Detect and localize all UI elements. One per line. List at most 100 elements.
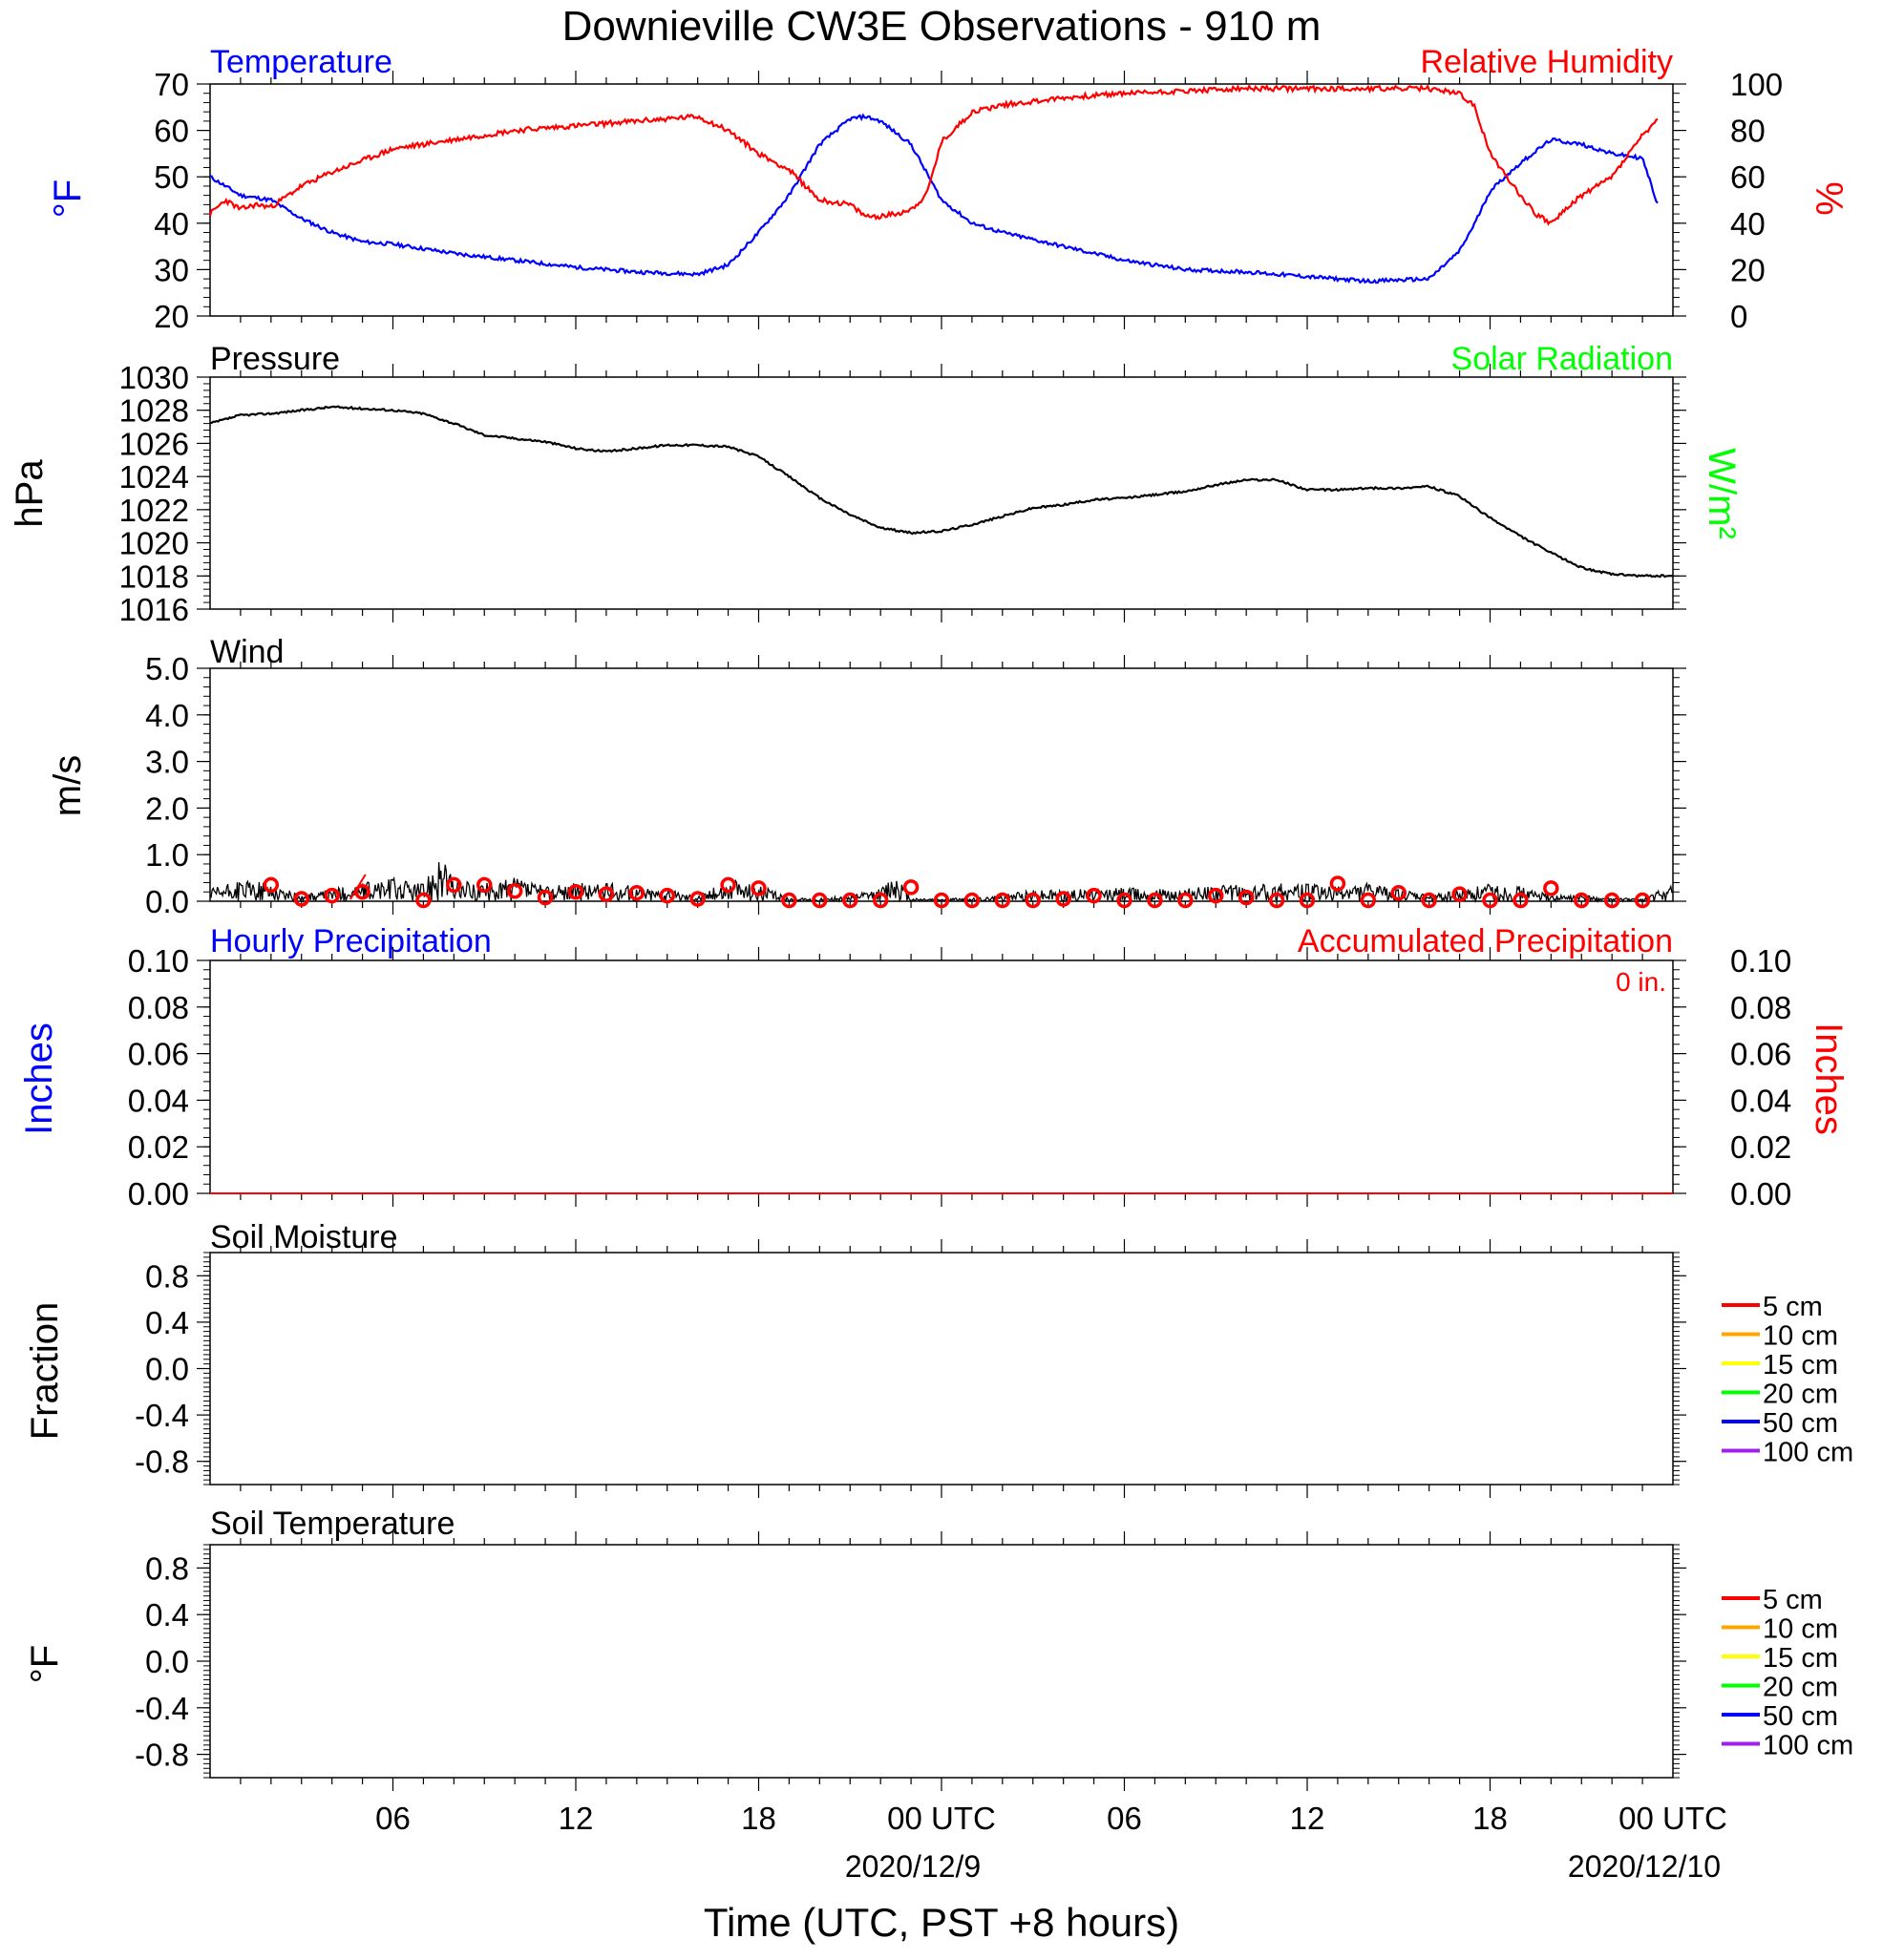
wind-marker (1086, 887, 1102, 904)
legend-label-50cm: 50 cm (1763, 1701, 1838, 1732)
precip-ytick-label-right: 0.06 (1730, 1037, 1791, 1072)
wind-marker (720, 876, 736, 894)
legend-label-5cm: 5 cm (1763, 1585, 1823, 1615)
wind-marker (1025, 892, 1041, 909)
soil_temp-ytick-label: 0.8 (145, 1550, 189, 1586)
humidity-title: Relative Humidity (1420, 44, 1673, 80)
precip-ytick-label: 0.04 (128, 1083, 189, 1118)
solar-title: Solar Radiation (1451, 341, 1673, 377)
wind-marker (963, 892, 981, 909)
temp_rh-ytick-label: 40 (154, 206, 189, 242)
temp_rh-ytick-label: 20 (154, 299, 189, 334)
wind-marker (446, 876, 462, 894)
wind-marker (751, 880, 767, 896)
temp_rh-ytick-label: 70 (154, 67, 189, 102)
wind-marker (933, 892, 950, 909)
temp_rh-ytick-label: 50 (154, 159, 189, 195)
x-tick-label: 12 (559, 1801, 594, 1836)
wind-marker (812, 892, 828, 909)
legend-label-20cm: 20 cm (1763, 1673, 1838, 1703)
temp_rh-ytick-label-right: 20 (1730, 252, 1766, 287)
soil_temp-ytick-label: 0.4 (145, 1597, 189, 1633)
wind-marker (1116, 892, 1132, 909)
wind-marker (1299, 892, 1316, 909)
wind-frame (209, 667, 1674, 902)
soil-temp-ylabel: °F (24, 1645, 66, 1683)
soil_temp-ytick-label: -0.8 (135, 1738, 189, 1773)
precip-ytick-label: 0.00 (128, 1176, 189, 1212)
accum-precip-total: 0 in. (1616, 967, 1666, 997)
legend-label-10cm: 10 cm (1763, 1321, 1838, 1352)
wind-marker (1513, 892, 1529, 909)
wind-marker (506, 883, 523, 899)
legend-label-100cm: 100 cm (1763, 1438, 1853, 1468)
wind-marker (628, 884, 645, 901)
pressure-ytick-label: 1024 (119, 459, 189, 495)
precip-ytick-label-right: 0.08 (1730, 990, 1791, 1025)
soil_temp-ytick-label: -0.4 (135, 1691, 189, 1726)
pressure-ytick-label: 1016 (119, 592, 189, 627)
wind-marker (1147, 892, 1163, 909)
precip-ytick-label-right: 0.10 (1730, 943, 1791, 979)
wind-marker (842, 892, 858, 909)
temp_rh-ytick-label-right: 80 (1730, 114, 1766, 149)
pressure-ytick-label: 1026 (119, 426, 189, 461)
wind-marker (1451, 886, 1468, 902)
precip-ytick-label: 0.06 (128, 1037, 189, 1072)
wind-ytick-label: 3.0 (145, 745, 189, 780)
x-axis-label: Time (UTC, PST +8 hours) (704, 1900, 1179, 1945)
wind-marker (293, 891, 309, 907)
soil_moisture-ytick-label: 0.4 (145, 1305, 189, 1340)
precip-ytick-label-right: 0.04 (1730, 1083, 1791, 1118)
precip-frame (209, 959, 1674, 1194)
wind-marker (324, 887, 340, 904)
wind-marker (1482, 892, 1498, 909)
wind-marker (1574, 892, 1590, 909)
wind-marker (902, 879, 920, 896)
soil_moisture-ytick-label: -0.8 (135, 1444, 189, 1480)
wind-ytick-label: 0.0 (145, 884, 189, 919)
temp_rh-ytick-label: 30 (154, 252, 189, 287)
legend-label-15cm: 15 cm (1763, 1643, 1838, 1674)
temp_rh-ytick-label-right: 100 (1730, 67, 1783, 102)
wind-marker (1603, 892, 1620, 909)
wind-marker (1177, 892, 1194, 909)
accum-precip-ylabel: Inches (1808, 1022, 1850, 1135)
wind-marker (659, 887, 675, 904)
temp_rh-ytick-label-right: 40 (1730, 206, 1766, 242)
pressure-ytick-label: 1022 (119, 493, 189, 528)
wind-marker (598, 886, 615, 902)
wind-marker (1634, 892, 1651, 909)
wind-marker (567, 883, 584, 900)
x-date-1: 2020/12/9 (845, 1849, 981, 1884)
x-date-2: 2020/12/10 (1568, 1849, 1721, 1884)
wind-ytick-label: 5.0 (145, 651, 189, 686)
x-tick-label: 06 (375, 1801, 411, 1836)
wind-ylabel: m/s (47, 755, 89, 816)
soil_moisture-ytick-label: 0.8 (145, 1258, 189, 1294)
wind-marker (263, 876, 280, 894)
pressure-ylabel: hPa (9, 459, 51, 528)
legend-label-15cm: 15 cm (1763, 1350, 1838, 1380)
temperature-ylabel: °F (47, 179, 89, 218)
legend-label-20cm: 20 cm (1763, 1380, 1838, 1410)
pressure-title: Pressure (210, 341, 340, 377)
x-tick-label: 18 (1472, 1801, 1508, 1836)
soil-moisture-ylabel: Fraction (24, 1302, 66, 1441)
wind-ytick-label: 1.0 (145, 837, 189, 873)
pressure-ytick-label: 1020 (119, 526, 189, 561)
wind-marker (994, 892, 1011, 909)
wind-line (209, 862, 1674, 904)
wind-ytick-label: 2.0 (145, 790, 189, 826)
wind-marker (872, 892, 889, 909)
soil_moisture-frame (209, 1252, 1674, 1486)
wind-direction-barb (349, 874, 367, 900)
wind-marker (415, 892, 432, 909)
hourly-precip-ylabel: Inches (18, 1022, 60, 1135)
temperature-title: Temperature (210, 44, 392, 80)
legend-label-10cm: 10 cm (1763, 1614, 1838, 1645)
wind-marker (354, 883, 370, 900)
precip-ytick-label-right: 0.02 (1730, 1129, 1791, 1165)
soil_moisture-ytick-label: 0.0 (145, 1352, 189, 1387)
